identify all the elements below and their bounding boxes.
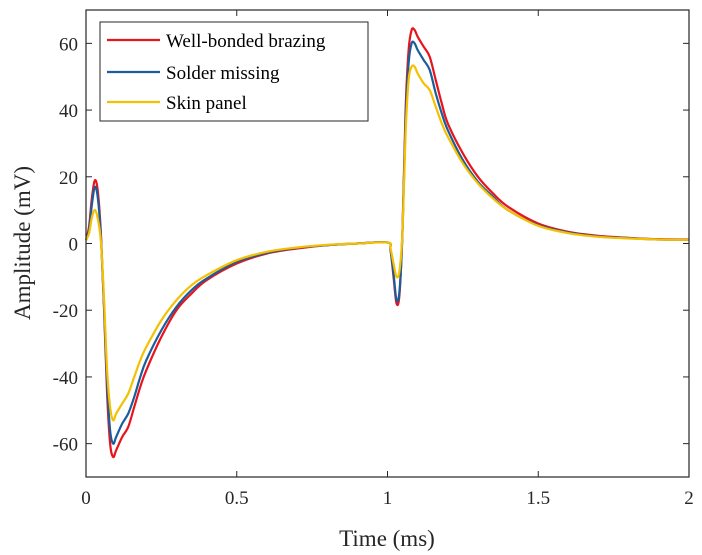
- y-tick-label: 0: [69, 235, 79, 256]
- y-tick-label: 40: [59, 101, 78, 122]
- x-tick-label: 0.5: [225, 488, 249, 509]
- plot-lines: [84, 27, 690, 459]
- y-tick-label: -20: [53, 301, 78, 322]
- series-line-skin-panel: [84, 64, 690, 422]
- x-tick-label: 1.5: [526, 488, 550, 509]
- y-tick-label: -60: [53, 435, 78, 456]
- legend-label-solder-missing: Solder missing: [166, 63, 280, 84]
- y-tick-label: -40: [53, 368, 78, 389]
- x-tick-label: 0: [81, 488, 91, 509]
- legend: Well-bonded brazing Solder missing Skin …: [99, 21, 369, 122]
- x-tick-label: 2: [684, 488, 694, 509]
- x-axis-ticks: 0 0.5 1 1.5 2: [81, 10, 694, 509]
- x-tick-label: 1: [383, 488, 393, 509]
- y-tick-label: 60: [59, 34, 78, 55]
- y-axis-title: Amplitude (mV): [10, 166, 35, 320]
- legend-label-skin-panel: Skin panel: [166, 93, 247, 114]
- y-axis-ticks: -60 -40 -20 0 20 40 60: [53, 34, 689, 456]
- x-axis-title: Time (ms): [339, 526, 435, 551]
- legend-label-well-bonded-brazing: Well-bonded brazing: [166, 31, 326, 52]
- y-tick-label: 20: [59, 168, 78, 189]
